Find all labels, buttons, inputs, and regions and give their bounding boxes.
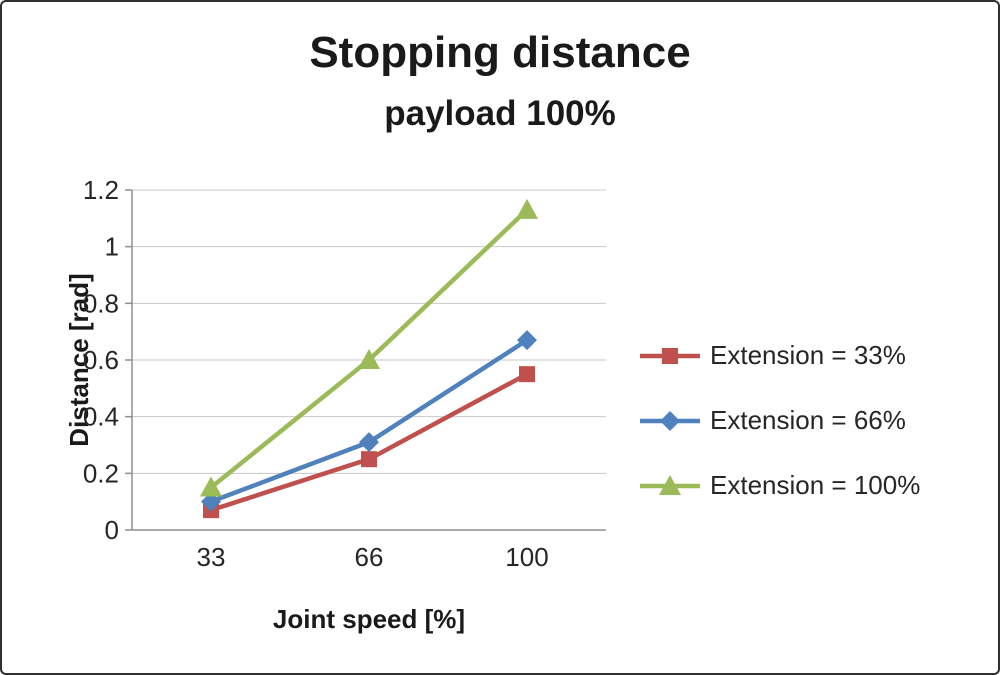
triangle-legend-icon [640,474,700,495]
legend-item: Extension = 66% [638,405,920,436]
y-tick-label: 0 [105,515,119,545]
chart-title: Stopping distance [309,28,691,77]
legend: Extension = 33% Extension = 66% Extension … [638,340,920,501]
diamond-legend-icon [640,410,700,431]
x-tick-label: 66 [355,542,384,572]
y-tick-label: 0.2 [83,458,119,488]
x-tick-label: 33 [197,542,226,572]
diamond-marker [201,491,221,512]
x-tick-label: 100 [505,542,548,572]
triangle-marker [516,198,538,219]
x-axis-title: Joint speed [%] [272,604,466,634]
triangle-marker [200,476,222,497]
y-tick-label: 0.6 [83,345,119,375]
square-marker [662,347,678,364]
chart-subtitle: payload 100% [384,94,616,133]
y-tick-label: 1.2 [83,175,119,205]
y-tick-label: 1 [105,232,119,262]
triangle-marker [358,349,380,369]
diamond-marker [359,432,379,453]
legend-label: Extension = 66% [710,405,906,435]
diamond-marker [660,410,680,431]
y-tick-label: 0.8 [83,288,119,318]
square-marker [519,366,535,383]
diamond-marker [517,330,537,351]
square-legend-icon [640,347,700,364]
y-tick-label: 0.4 [83,402,119,432]
triangle-marker [659,474,681,495]
legend-item: Extension = 100% [638,470,920,501]
square-marker [361,451,377,468]
legend-label: Extension = 100% [710,470,921,500]
legend-item: Extension = 33% [638,340,920,371]
plot-area: 0 0.2 0.4 0.6 0.8 1 1.2 33 66 100 [83,175,606,572]
legend-label: Extension = 33% [710,340,906,370]
